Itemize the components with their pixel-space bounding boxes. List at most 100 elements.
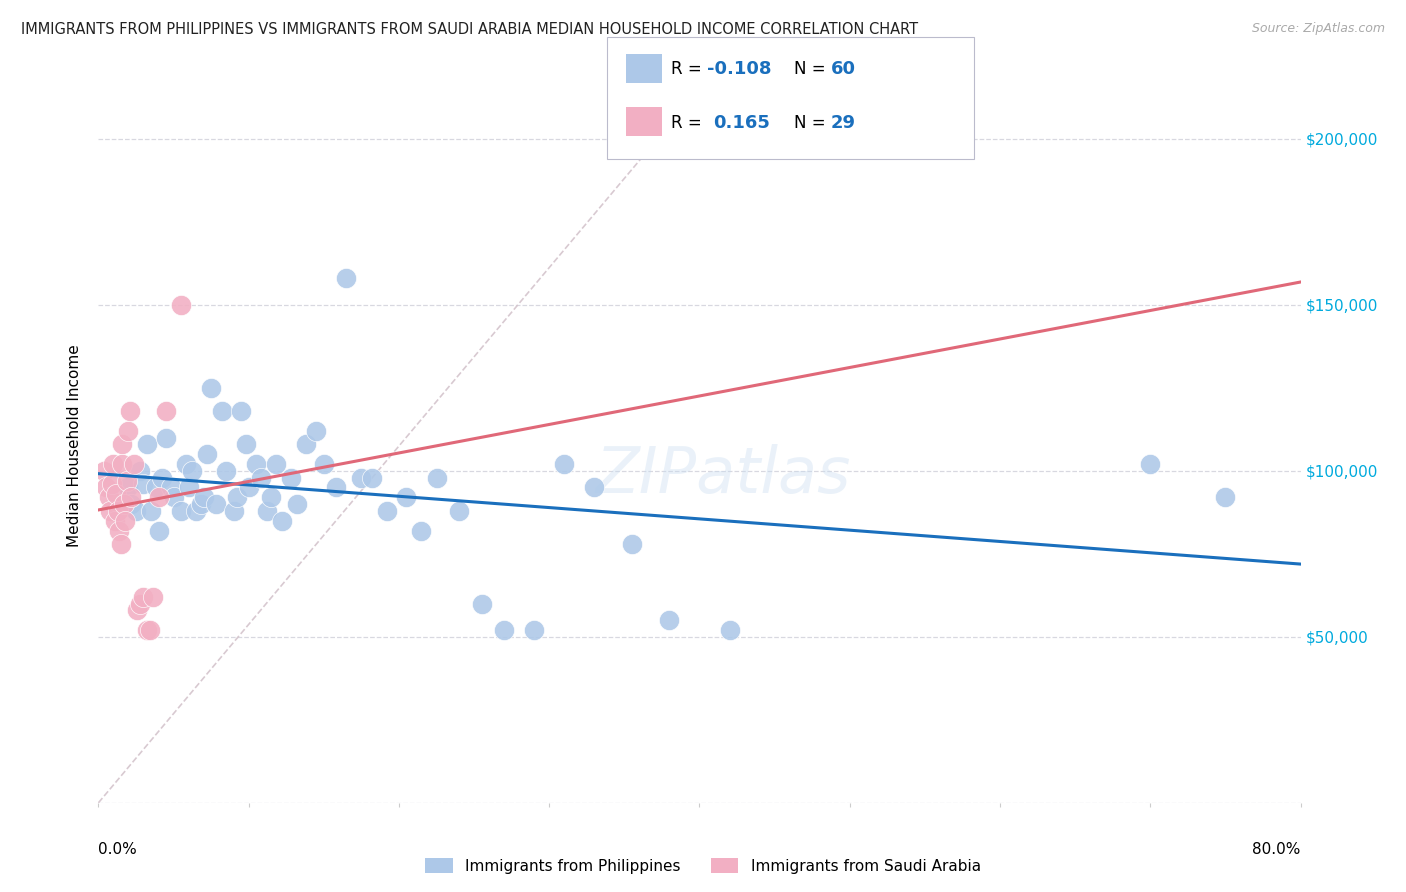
Point xyxy=(101,477,124,491)
Point xyxy=(114,514,136,528)
Point xyxy=(148,524,170,538)
Point xyxy=(249,470,271,484)
Point xyxy=(238,481,260,495)
Point xyxy=(200,381,222,395)
Point xyxy=(97,491,120,505)
Point xyxy=(1139,457,1161,471)
Point xyxy=(111,457,134,471)
Point xyxy=(425,470,447,484)
Point xyxy=(155,404,177,418)
Y-axis label: Median Household Income: Median Household Income xyxy=(67,344,83,548)
Point xyxy=(124,457,146,471)
Point xyxy=(395,491,418,505)
Point xyxy=(155,431,177,445)
Point xyxy=(231,404,253,418)
Point xyxy=(335,271,357,285)
Point xyxy=(583,481,606,495)
Point xyxy=(132,477,155,491)
Point xyxy=(193,491,215,505)
Point xyxy=(280,470,302,484)
Text: N =: N = xyxy=(794,114,831,132)
Point xyxy=(245,457,267,471)
Text: IMMIGRANTS FROM PHILIPPINES VS IMMIGRANTS FROM SAUDI ARABIA MEDIAN HOUSEHOLD INC: IMMIGRANTS FROM PHILIPPINES VS IMMIGRANT… xyxy=(21,22,918,37)
Point xyxy=(139,504,162,518)
Point xyxy=(222,504,245,518)
Point xyxy=(195,447,218,461)
Point xyxy=(204,497,226,511)
Point xyxy=(117,424,139,438)
Point xyxy=(264,457,287,471)
Point xyxy=(135,437,157,451)
Point xyxy=(100,504,122,518)
Point xyxy=(235,437,257,451)
Point xyxy=(117,481,139,495)
Point xyxy=(94,481,117,495)
Legend: Immigrants from Philippines, Immigrants from Saudi Arabia: Immigrants from Philippines, Immigrants … xyxy=(419,852,987,880)
Point xyxy=(305,424,328,438)
Point xyxy=(447,504,470,518)
Point xyxy=(215,464,238,478)
Point xyxy=(361,470,384,484)
Text: Source: ZipAtlas.com: Source: ZipAtlas.com xyxy=(1251,22,1385,36)
Point xyxy=(107,504,129,518)
Point xyxy=(1215,491,1237,505)
Point xyxy=(256,504,278,518)
Point xyxy=(170,504,193,518)
Text: -0.108: -0.108 xyxy=(707,60,772,78)
Text: ZIPatlas: ZIPatlas xyxy=(596,443,851,506)
Point xyxy=(141,590,163,604)
Point xyxy=(184,504,207,518)
Point xyxy=(108,524,131,538)
Point xyxy=(270,514,292,528)
Point xyxy=(129,464,152,478)
Point xyxy=(211,404,233,418)
Point xyxy=(225,491,247,505)
Point xyxy=(170,298,193,312)
Text: R =: R = xyxy=(671,60,707,78)
Text: 80.0%: 80.0% xyxy=(1253,842,1301,857)
Point xyxy=(138,624,160,638)
Point xyxy=(494,624,516,638)
Point xyxy=(125,504,148,518)
Point xyxy=(93,464,115,478)
Point xyxy=(325,481,347,495)
Point xyxy=(260,491,283,505)
Point xyxy=(148,491,170,505)
Point xyxy=(411,524,433,538)
Point xyxy=(127,603,149,617)
Point xyxy=(718,624,741,638)
Point xyxy=(620,537,643,551)
Point xyxy=(375,504,398,518)
Point xyxy=(471,597,494,611)
Point xyxy=(112,497,135,511)
Point xyxy=(294,437,316,451)
Point xyxy=(312,457,335,471)
Point xyxy=(159,481,181,495)
Point xyxy=(177,481,200,495)
Point xyxy=(523,624,546,638)
Point xyxy=(129,597,152,611)
Point xyxy=(658,613,681,627)
Point xyxy=(103,457,125,471)
Point xyxy=(105,487,128,501)
Point xyxy=(145,481,167,495)
Text: N =: N = xyxy=(794,60,831,78)
Point xyxy=(180,464,202,478)
Point xyxy=(121,491,143,505)
Point xyxy=(121,497,143,511)
Point xyxy=(110,537,132,551)
Point xyxy=(190,497,212,511)
Point xyxy=(553,457,575,471)
Point xyxy=(350,470,373,484)
Point xyxy=(111,437,134,451)
Point xyxy=(135,624,157,638)
Point xyxy=(162,491,184,505)
Point xyxy=(118,404,141,418)
Point xyxy=(285,497,308,511)
Text: 0.0%: 0.0% xyxy=(98,842,138,857)
Point xyxy=(104,514,127,528)
Point xyxy=(174,457,197,471)
Point xyxy=(150,470,173,484)
Text: R =: R = xyxy=(671,114,707,132)
Text: 60: 60 xyxy=(831,60,856,78)
